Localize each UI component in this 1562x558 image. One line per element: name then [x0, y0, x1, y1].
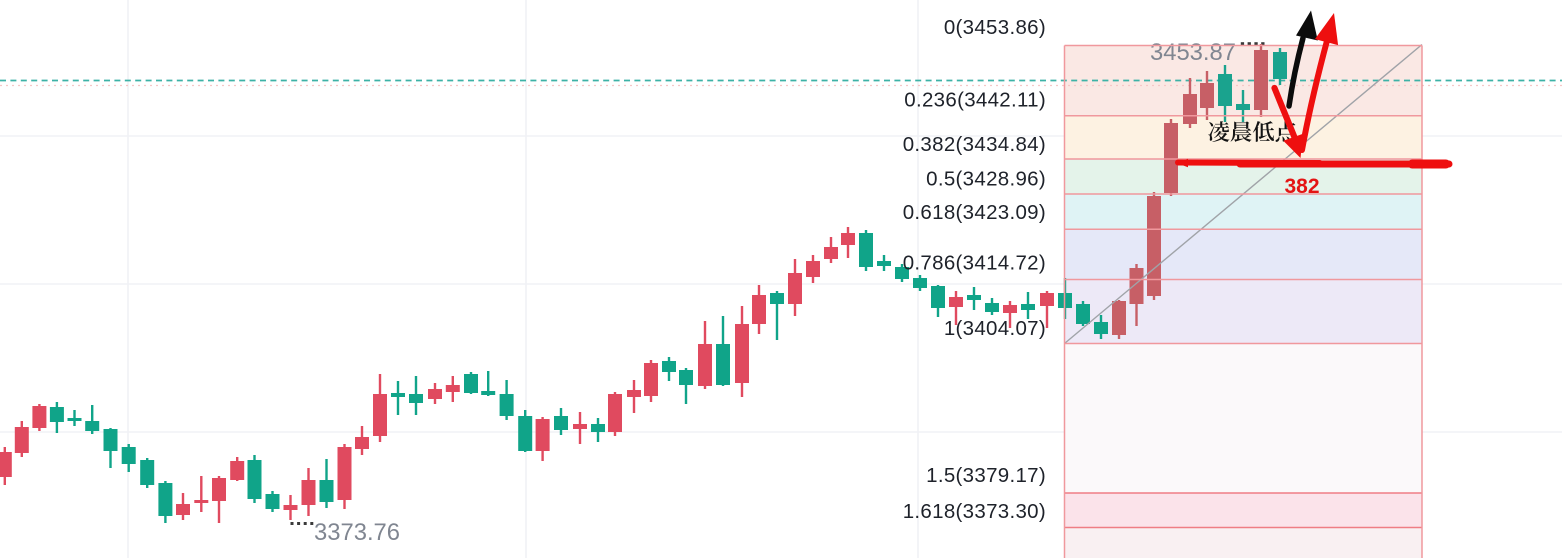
svg-text:1(3404.07): 1(3404.07): [944, 317, 1046, 340]
svg-text:0.382(3434.84): 0.382(3434.84): [903, 133, 1046, 156]
svg-text:0(3453.86): 0(3453.86): [944, 16, 1046, 39]
svg-text:1.618(3373.30): 1.618(3373.30): [903, 500, 1046, 523]
svg-text:0.618(3423.09): 0.618(3423.09): [903, 201, 1046, 224]
svg-text:0.786(3414.72): 0.786(3414.72): [903, 252, 1046, 275]
svg-text:3373.76: 3373.76: [314, 519, 400, 546]
svg-text:1.5(3379.17): 1.5(3379.17): [926, 464, 1046, 487]
svg-text:382: 382: [1284, 175, 1319, 198]
svg-text:0.236(3442.11): 0.236(3442.11): [904, 89, 1046, 112]
svg-text:3453.87: 3453.87: [1150, 39, 1236, 66]
svg-text:0.5(3428.96): 0.5(3428.96): [926, 167, 1046, 190]
